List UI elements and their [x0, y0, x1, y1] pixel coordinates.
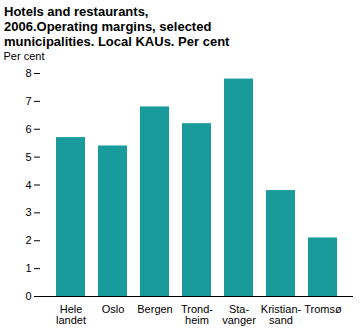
svg-text:3: 3 [25, 206, 31, 218]
svg-text:5: 5 [25, 151, 31, 163]
svg-text:Oslo: Oslo [102, 303, 125, 315]
html-text:Hotels and restaurants, 2006.O: Hotels and restaurants, 2006.Operating m… [4, 4, 230, 49]
svg-text:8: 8 [25, 67, 31, 79]
svg-text:7: 7 [25, 95, 31, 107]
svg-text:4: 4 [25, 179, 31, 191]
svg-text:6: 6 [25, 123, 31, 135]
svg-text:Sta-vanger: Sta-vanger [222, 303, 256, 326]
svg-text:Trond-heim: Trond-heim [181, 303, 213, 326]
svg-text:0: 0 [25, 290, 31, 302]
svg-text:Kristian-sand: Kristian-sand [261, 303, 302, 326]
svg-text:Bergen: Bergen [137, 303, 172, 315]
svg-text:1: 1 [25, 262, 31, 274]
svg-text:2: 2 [25, 234, 31, 246]
svg-text:Helelandet: Helelandet [56, 303, 86, 326]
svg-text:Tromsø: Tromsø [304, 303, 342, 315]
svg-text:Per cent: Per cent [4, 50, 45, 62]
